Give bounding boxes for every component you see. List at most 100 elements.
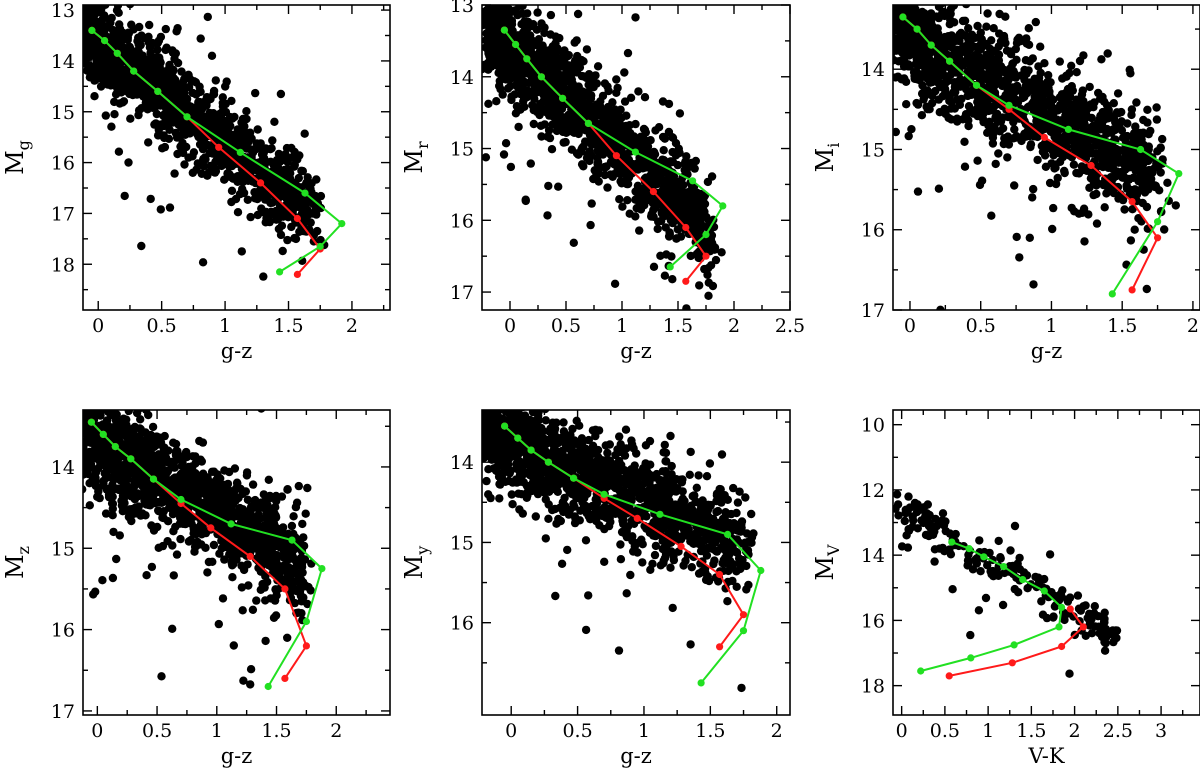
scatter-point bbox=[176, 131, 185, 141]
scatter-point bbox=[612, 75, 621, 84]
scatter-point bbox=[976, 28, 985, 37]
scatter-point bbox=[1069, 160, 1079, 169]
scatter-point bbox=[1003, 153, 1012, 162]
scatter-point bbox=[1104, 114, 1113, 123]
x-tick-label: 0 bbox=[92, 315, 104, 337]
x-tick-label: 0.5 bbox=[147, 315, 177, 337]
scatter-point bbox=[1100, 203, 1109, 212]
scatter-point bbox=[132, 83, 141, 92]
y-tick-label: 16 bbox=[861, 220, 885, 242]
green-track-point bbox=[1005, 101, 1013, 109]
scatter-point bbox=[988, 139, 998, 148]
green-track bbox=[899, 13, 1183, 298]
scatter-point bbox=[501, 63, 511, 73]
scatter-point bbox=[1041, 144, 1051, 154]
scatter-point bbox=[544, 181, 553, 191]
scatter-point bbox=[1138, 336, 1146, 344]
scatter-point bbox=[204, 119, 213, 128]
scatter-point bbox=[1051, 179, 1061, 189]
scatter-point bbox=[558, 52, 567, 61]
scatter-point bbox=[527, 43, 536, 52]
scatter-point bbox=[892, 0, 900, 4]
scatter-point bbox=[266, 210, 276, 220]
scatter-point bbox=[603, 183, 612, 192]
scatter-point bbox=[893, 73, 900, 82]
scatter-point bbox=[636, 205, 646, 214]
scatter-point bbox=[626, 93, 636, 103]
scatter-point bbox=[642, 137, 651, 146]
scatter-point bbox=[494, 45, 503, 54]
scatter-point bbox=[1143, 105, 1152, 115]
scatter-point bbox=[188, 88, 197, 98]
scatter-point bbox=[137, 241, 146, 251]
scatter-point bbox=[570, 113, 579, 122]
scatter-point bbox=[584, 87, 593, 97]
scatter-point bbox=[276, 89, 286, 99]
scatter-point bbox=[1075, 56, 1085, 66]
scatter-point bbox=[1126, 69, 1135, 78]
scatter-point bbox=[1128, 139, 1138, 148]
x-tick-label: 1 bbox=[616, 315, 628, 337]
scatter-point bbox=[1171, 201, 1181, 210]
scatter-point bbox=[281, 156, 290, 165]
scatter-point bbox=[265, 175, 275, 185]
scatter-point bbox=[1012, 132, 1021, 141]
scatter-point bbox=[487, 46, 496, 55]
scatter-point bbox=[1124, 175, 1134, 184]
scatter-point bbox=[278, 202, 288, 212]
scatter-point bbox=[569, 238, 578, 247]
scatter-point bbox=[1055, 57, 1065, 66]
scatter-point bbox=[1084, 210, 1093, 219]
scatter-point bbox=[1089, 190, 1098, 200]
scatter-point bbox=[552, 75, 561, 84]
scatter-point bbox=[221, 82, 230, 91]
scatter-point bbox=[195, 82, 204, 91]
scatter-point bbox=[546, 10, 556, 20]
scatter-point bbox=[547, 102, 556, 111]
green-track-point bbox=[719, 202, 727, 210]
scatter-point bbox=[529, 119, 538, 129]
scatter-point bbox=[615, 195, 624, 204]
green-track-point bbox=[559, 94, 567, 102]
y-tick-label: 15 bbox=[51, 102, 75, 124]
green-track-point bbox=[1064, 125, 1072, 133]
scatter-point bbox=[555, 60, 565, 69]
scatter-point bbox=[642, 179, 652, 189]
scatter-point bbox=[173, 24, 182, 33]
scatter-point bbox=[936, 305, 945, 310]
scatter-point bbox=[635, 157, 644, 167]
scatter-point bbox=[1087, 168, 1096, 178]
scatter-point bbox=[145, 20, 154, 30]
scatter-point bbox=[983, 128, 992, 137]
scatter-point bbox=[195, 118, 204, 128]
plot-frame bbox=[481, 4, 791, 311]
scatter-point bbox=[601, 147, 611, 157]
scatter-point bbox=[148, 38, 157, 48]
scatter-point bbox=[584, 80, 593, 90]
x-axis-label: g-z bbox=[221, 339, 253, 363]
scatter-point bbox=[1025, 57, 1035, 66]
scatter-point bbox=[211, 76, 220, 85]
scatter-point bbox=[301, 212, 311, 221]
scatter-point bbox=[1029, 280, 1038, 289]
scatter-point bbox=[192, 335, 200, 343]
scatter-point bbox=[577, 160, 587, 169]
scatter-point bbox=[1074, 133, 1083, 142]
scatter-point bbox=[83, 41, 90, 51]
scatter-point bbox=[946, 5, 955, 14]
scatter-point bbox=[530, 77, 539, 86]
scatter-point bbox=[523, 0, 531, 3]
scatter-point bbox=[1077, 90, 1087, 99]
scatter-point bbox=[528, 86, 537, 96]
green-track-point bbox=[537, 73, 546, 81]
scatter-point bbox=[101, 111, 111, 120]
scatter-point bbox=[1130, 225, 1139, 234]
scatter-point bbox=[882, 7, 890, 15]
scatter-point bbox=[255, 185, 265, 195]
scatter-point bbox=[540, 28, 549, 38]
scatter-point bbox=[74, 6, 82, 14]
scatter-point bbox=[950, 48, 959, 58]
green-track-point bbox=[316, 242, 324, 251]
scatter-point bbox=[73, 33, 81, 41]
